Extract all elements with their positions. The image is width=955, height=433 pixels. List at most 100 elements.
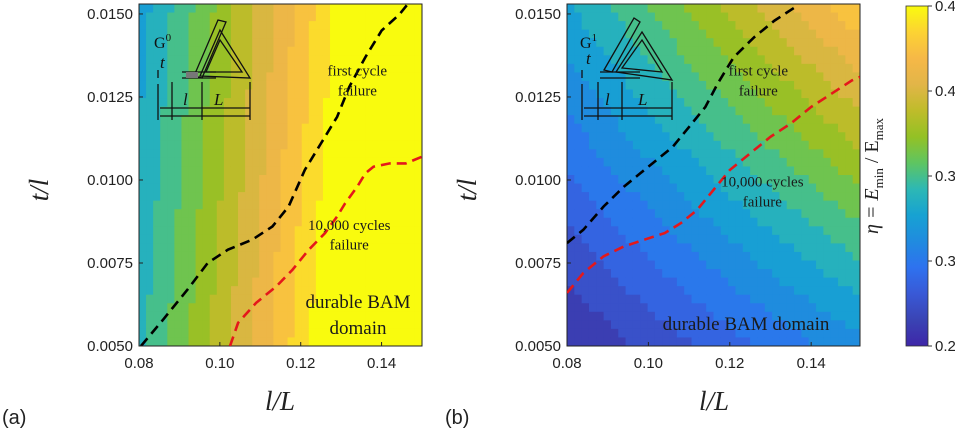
heatmap-cell — [742, 29, 751, 39]
heatmap-cell — [252, 183, 260, 193]
heatmap-cell — [794, 106, 802, 116]
heatmap-cell — [706, 175, 715, 185]
heatmap-cell — [174, 294, 183, 304]
heatmap-cell — [308, 294, 317, 304]
heatmap-cell — [852, 55, 860, 65]
heatmap-cell — [223, 328, 232, 339]
heatmap-cell — [662, 166, 671, 176]
heatmap-cell — [838, 183, 846, 193]
heatmap-cell — [640, 98, 649, 108]
heatmap-cell — [852, 166, 860, 176]
heatmap-cell — [315, 320, 324, 330]
heatmap-cell — [146, 157, 154, 168]
heatmap-cell — [808, 38, 817, 48]
heatmap-cell — [379, 166, 388, 176]
heatmap-cell — [588, 286, 597, 296]
heatmap-cell — [596, 12, 605, 22]
heatmap-cell — [174, 157, 183, 168]
heatmap-cell — [273, 234, 282, 244]
heatmap-cell — [181, 123, 190, 133]
heatmap-cell — [259, 260, 267, 270]
heatmap-cell — [230, 89, 239, 99]
heatmap-cell — [202, 115, 211, 125]
heatmap-cell — [202, 12, 211, 22]
heatmap-cell — [287, 106, 296, 116]
heatmap-cell — [308, 260, 317, 270]
heatmap-cell — [266, 328, 275, 339]
heatmap-cell — [640, 106, 649, 116]
heatmap-cell — [259, 98, 267, 108]
heatmap-cell — [574, 337, 583, 346]
heatmap-cell — [167, 149, 175, 159]
heatmap-cell — [706, 294, 715, 304]
heatmap-cell — [330, 260, 338, 270]
heatmap-cell — [287, 183, 296, 193]
heatmap-cell — [174, 260, 183, 270]
heatmap-cell — [662, 72, 671, 82]
heatmap-cell — [153, 21, 161, 31]
heatmap-cell — [386, 328, 395, 339]
heatmap-cell — [588, 277, 597, 287]
heatmap-cell — [676, 72, 685, 82]
heatmap-cell — [772, 209, 781, 219]
heatmap-cell — [160, 234, 168, 244]
heatmap-cell — [830, 243, 839, 253]
heatmap-cell — [794, 303, 802, 313]
heatmap-cell — [393, 29, 402, 39]
heatmap-cell — [845, 46, 854, 56]
heatmap-cell — [400, 251, 409, 262]
heatmap-cell — [414, 80, 422, 91]
heatmap-cell — [838, 320, 846, 330]
heatmap-cell — [139, 192, 147, 202]
heatmap-cell — [779, 80, 788, 91]
heatmap-cell — [669, 149, 678, 159]
heatmap-cell — [287, 209, 296, 219]
heatmap-cell — [287, 175, 296, 185]
heatmap-cell — [706, 115, 715, 125]
heatmap-cell — [337, 277, 345, 287]
heatmap-cell — [153, 294, 161, 304]
heatmap-cell — [786, 115, 795, 125]
heatmap-cell — [315, 217, 324, 227]
heatmap-cell — [830, 72, 839, 82]
heatmap-cell — [351, 277, 359, 287]
heatmap-cell — [337, 320, 345, 330]
heatmap-cell — [280, 234, 289, 244]
heatmap-cell — [167, 46, 175, 56]
heatmap-cell — [245, 132, 253, 142]
heatmap-cell — [779, 192, 788, 202]
heatmap-cell — [662, 123, 671, 133]
heatmap-cell — [266, 183, 275, 193]
heatmap-cell — [808, 320, 817, 330]
heatmap-cell — [188, 311, 197, 321]
heatmap-cell — [610, 149, 619, 159]
heatmap-cell — [209, 217, 218, 227]
heatmap-cell — [386, 311, 395, 321]
heatmap-cell — [308, 311, 317, 321]
heatmap-cell — [330, 328, 338, 339]
heatmap-cell — [174, 243, 183, 253]
heatmap-cell — [337, 149, 345, 159]
heatmap-cell — [181, 4, 190, 14]
heatmap-cell — [735, 286, 744, 296]
heatmap-cell — [245, 303, 253, 313]
heatmap-cell — [181, 29, 190, 39]
heatmap-cell — [146, 12, 154, 22]
heatmap-cell — [266, 217, 275, 227]
heatmap-cell — [698, 234, 707, 244]
heatmap-cell — [280, 89, 289, 99]
heatmap-cell — [801, 166, 810, 176]
heatmap-cell — [400, 217, 409, 227]
heatmap-cell — [379, 63, 388, 73]
heatmap-cell — [676, 320, 685, 330]
heatmap-cell — [280, 286, 289, 296]
y-tick-label: 0.0150 — [87, 6, 133, 23]
heatmap-cell — [344, 303, 352, 313]
heatmap-cell — [794, 38, 802, 48]
heatmap-cell — [414, 192, 422, 202]
heatmap-cell — [588, 209, 597, 219]
heatmap-cell — [167, 98, 175, 108]
heatmap-cell — [588, 234, 597, 244]
heatmap-cell — [596, 183, 605, 193]
heatmap-cell — [266, 89, 275, 99]
